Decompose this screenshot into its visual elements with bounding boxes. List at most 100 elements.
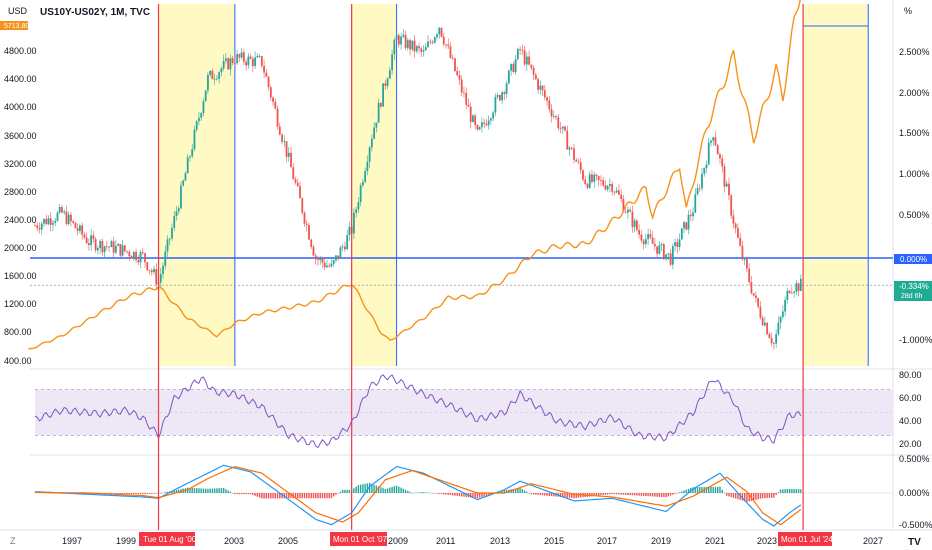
recession-shading	[158, 4, 869, 366]
candle-body	[180, 185, 182, 209]
macd-histogram-bar	[240, 493, 243, 495]
price-tick: 2800.00	[4, 187, 37, 197]
candle-body	[680, 228, 683, 240]
candle-body	[359, 185, 362, 203]
candle-body	[299, 186, 301, 199]
candle-body	[438, 27, 441, 35]
macd-histogram-bar	[348, 489, 351, 493]
candle-body	[564, 126, 566, 131]
macd-histogram-bar	[312, 493, 315, 499]
candle-body	[777, 322, 780, 335]
macd-histogram-bar	[306, 493, 308, 499]
rsi-axis[interactable]: 80.00 60.00 40.00 20.00	[899, 370, 922, 449]
macd-histogram-bar	[341, 489, 344, 493]
macd-histogram-bar	[629, 493, 631, 496]
macd-histogram-bar	[243, 493, 245, 495]
candle-body	[40, 223, 43, 230]
candle-body	[292, 167, 295, 180]
candle-body	[667, 253, 670, 255]
macd-histogram-bar	[528, 492, 530, 494]
candle-body	[647, 234, 650, 240]
macd-histogram-bar	[265, 493, 268, 499]
candle-body	[555, 116, 557, 118]
macd-histogram-bar	[487, 493, 490, 495]
macd-histogram-bar	[541, 493, 544, 496]
candle-body	[211, 70, 214, 80]
candle-body	[144, 253, 146, 263]
candle-body	[737, 228, 739, 238]
candle-body	[503, 92, 506, 94]
macd-histogram-bar	[658, 493, 661, 497]
macd-histogram-bar	[431, 493, 434, 494]
candle-body	[272, 97, 274, 102]
macd-histogram-bar	[505, 489, 508, 493]
candle-body	[591, 174, 593, 182]
macd-histogram-bar	[384, 489, 387, 493]
candle-body	[83, 234, 86, 238]
macd-histogram-bar	[173, 490, 175, 493]
macd-histogram-bar	[761, 493, 764, 499]
candle-body	[494, 97, 497, 113]
candle-body	[674, 242, 676, 247]
macd-histogram-bar	[786, 489, 789, 493]
macd-histogram-bar	[249, 493, 252, 495]
macd-histogram-bar	[615, 493, 618, 495]
macd-histogram-bar	[207, 488, 209, 493]
macd-histogram-bar	[276, 493, 279, 499]
macd-histogram-bar	[447, 493, 449, 495]
macd-histogram-bar	[458, 493, 461, 497]
candle-body	[546, 97, 548, 101]
price-tick: 2000.00	[4, 243, 37, 253]
macd-histogram-bar	[281, 493, 283, 499]
macd-histogram-bar	[696, 487, 699, 493]
macd-histogram-bar	[366, 483, 369, 493]
symbol-title[interactable]: US10Y-US02Y, 1M, TVC	[40, 7, 150, 18]
candle-body	[786, 290, 789, 300]
candle-body	[332, 260, 335, 264]
countdown-value: 28d 6h	[901, 293, 923, 300]
macd-histogram-bar	[443, 493, 445, 495]
candle-body	[155, 269, 158, 285]
zoom-reset-button[interactable]: Z	[10, 536, 16, 546]
candle-body	[344, 246, 346, 250]
candle-body	[364, 171, 367, 182]
macd-histogram-bar	[779, 489, 782, 493]
price-axis[interactable]: 4800.00 4400.00 4000.00 3600.00 3200.00 …	[4, 46, 37, 366]
candle-body	[692, 212, 694, 217]
macd-histogram-bar	[748, 493, 750, 502]
percent-axis[interactable]: 2.500% 2.000% 1.500% 1.000% 0.500% -1.00…	[894, 47, 932, 345]
time-axis[interactable]: 1997 1999 2003 2005 2007 2009 2011 2013 …	[62, 532, 883, 546]
candle-body	[308, 224, 310, 240]
candle-body	[732, 215, 735, 224]
candle-body	[728, 183, 730, 196]
candle-body	[411, 40, 414, 50]
candle-body	[281, 134, 283, 142]
zero-badge-value: 0.000%	[900, 255, 927, 264]
macd-histogram-bar	[151, 493, 153, 494]
candle-body	[418, 46, 420, 49]
macd-histogram-bar	[512, 488, 515, 493]
candle-body	[391, 54, 393, 71]
candle-body	[348, 226, 351, 236]
macd-histogram-bar	[315, 493, 317, 499]
candle-body	[424, 47, 427, 51]
price-tick: 4800.00	[4, 46, 37, 56]
macd-histogram-bar	[198, 488, 200, 493]
macd-histogram-bar	[346, 489, 348, 493]
candle-body	[278, 126, 281, 135]
candle-body	[355, 209, 358, 213]
rsi-tick: 40.00	[899, 416, 922, 426]
macd-axis[interactable]: 0.500% 0.000% -0.500%	[899, 454, 932, 530]
candle-body	[582, 170, 584, 180]
macd-histogram-bar	[795, 489, 798, 493]
macd-histogram-bar	[377, 486, 380, 493]
macd-histogram-bar	[775, 493, 777, 495]
macd-histogram-bar	[200, 488, 202, 493]
macd-histogram-bar	[290, 493, 292, 499]
macd-histogram-bar	[234, 493, 236, 495]
candle-body	[393, 39, 396, 55]
macd-histogram-bar	[788, 488, 791, 493]
macd-histogram-bar	[627, 493, 629, 495]
macd-histogram-bar	[593, 493, 595, 497]
